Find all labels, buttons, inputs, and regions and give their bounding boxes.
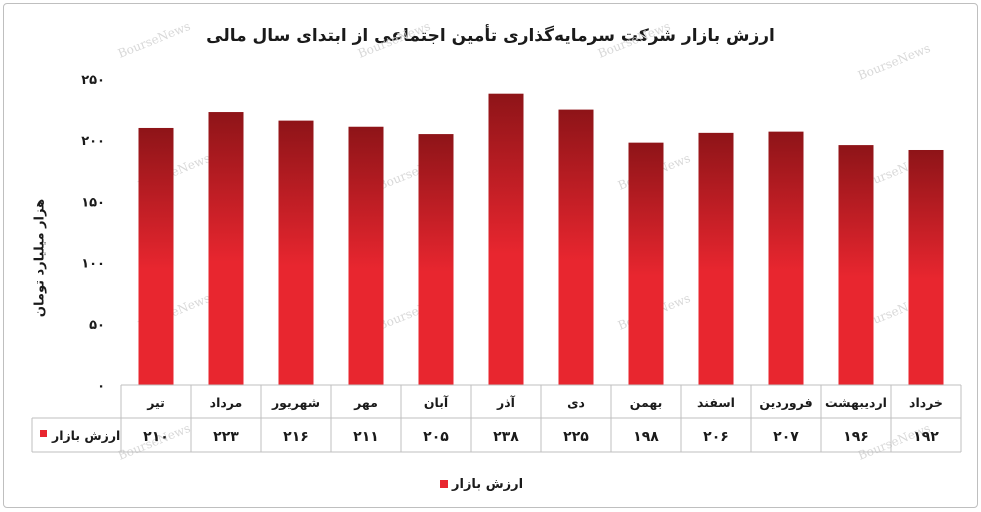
category-label: فروردین — [759, 395, 812, 410]
bar — [208, 112, 244, 385]
watermark-text: BourseNews — [356, 19, 432, 61]
data-value-label: ۲۲۵ — [563, 429, 589, 445]
y-tick-label: ۲۵۰ — [81, 73, 105, 88]
data-value-label: ۱۹۶ — [843, 429, 869, 445]
category-label: اسفند — [697, 395, 735, 410]
bar — [698, 132, 734, 385]
data-value-label: ۲۱۰ — [143, 429, 169, 445]
watermark-text: BourseNews — [116, 19, 192, 61]
data-value-label: ۲۲۳ — [213, 429, 239, 445]
bar — [418, 134, 454, 385]
series-row-swatch — [40, 430, 47, 437]
bar — [768, 131, 804, 385]
data-table: تیر ۲۱۰ مرداد ۲۲۳ شهریور ۲۱۶ مهر ۲۱۱ آبان ۲۰۵ آذر ۲… — [31, 384, 962, 453]
bar — [908, 149, 944, 385]
bar — [558, 109, 594, 385]
legend-swatch — [440, 480, 448, 488]
bar — [138, 127, 174, 386]
data-value-label: ۱۹۸ — [633, 429, 659, 445]
y-tick-label: ۵۰ — [89, 318, 105, 333]
y-tick-label: ۲۰۰ — [81, 134, 105, 149]
legend: ارزش بازار — [440, 474, 523, 494]
data-value-label: ۲۰۶ — [703, 429, 729, 445]
category-label: مرداد — [210, 395, 243, 410]
data-value-label: ۲۰۷ — [773, 429, 799, 445]
bar — [838, 145, 874, 385]
data-value-label: ۲۱۶ — [283, 429, 309, 445]
y-axis-ticks: ۰ ۵۰ ۱۰۰ ۱۵۰ ۲۰۰ ۲۵۰ — [81, 73, 105, 394]
legend-label: ارزش بازار — [452, 476, 524, 492]
data-value-label: ۲۳۸ — [493, 429, 519, 445]
bar — [628, 142, 664, 385]
bar — [488, 93, 524, 386]
category-label: خرداد — [909, 395, 943, 410]
data-value-label: ۱۹۲ — [913, 429, 939, 445]
y-tick-label: ۱۵۰ — [81, 195, 105, 210]
category-label: دی — [567, 395, 585, 410]
watermark-text: BourseNews — [596, 19, 672, 61]
series-row-label: ارزش بازار — [51, 428, 120, 443]
data-value-label: ۲۱۱ — [353, 429, 379, 445]
category-label: شهریور — [271, 395, 320, 410]
category-label: بهمن — [630, 395, 663, 410]
chart-title: ارزش بازار شرکت سرمایه‌گذاری تأمین اجتما… — [206, 26, 775, 46]
category-label: آبان — [424, 395, 449, 410]
category-label: مهر — [353, 395, 378, 410]
bar — [348, 126, 384, 386]
category-label: آذر — [496, 395, 516, 410]
y-tick-label: ۱۰۰ — [81, 257, 105, 272]
data-value-label: ۲۰۵ — [423, 429, 449, 445]
bars — [138, 93, 944, 386]
bar — [278, 120, 314, 385]
watermark-text: BourseNews — [856, 41, 932, 83]
category-label: اردیبهشت — [825, 395, 887, 410]
category-label: تیر — [146, 395, 165, 410]
y-tick-label: ۰ — [97, 379, 105, 394]
